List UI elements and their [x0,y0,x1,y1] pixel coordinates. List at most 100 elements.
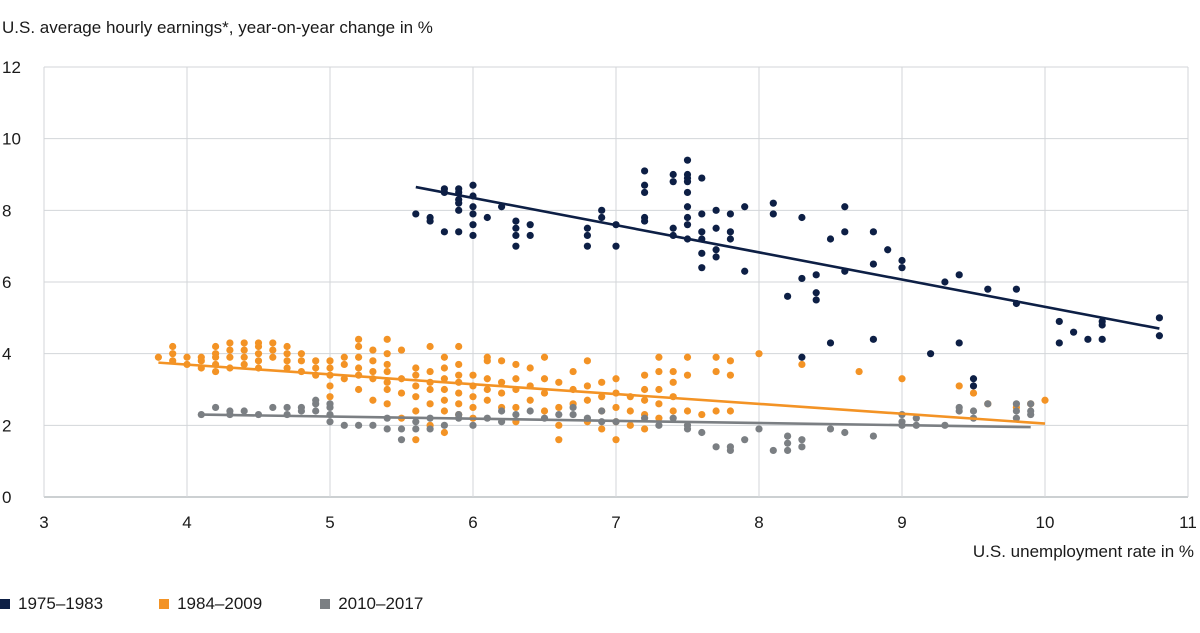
trend-line-series-1984-2009 [158,361,1046,425]
point-series-1975-1983 [426,213,434,222]
point-series-2010-2017 [1012,407,1021,415]
point-series-1984-2009 [669,378,677,386]
point-series-2010-2017 [469,421,477,429]
point-series-1975-1983 [469,221,477,229]
point-series-2010-2017 [269,403,277,412]
point-series-1984-2009 [483,375,491,383]
point-series-1984-2009 [512,375,520,383]
point-series-1984-2009 [269,339,277,347]
point-series-1975-1983 [512,224,520,232]
point-series-1984-2009 [598,393,606,401]
point-series-1975-1983 [884,246,892,254]
y-axis-label: U.S. average hourly earnings*, year-on-y… [2,18,433,37]
legend-swatch [0,599,10,609]
legend-label: 1984–2009 [177,594,263,613]
point-series-1975-1983 [698,228,706,236]
point-series-1975-1983 [683,203,692,211]
point-series-2010-2017 [326,418,334,426]
point-series-1984-2009 [297,357,305,365]
point-series-1984-2009 [655,367,663,376]
point-series-1984-2009 [641,371,649,379]
point-series-1975-1983 [698,249,706,257]
point-series-1975-1983 [698,210,706,218]
point-series-1984-2009 [455,400,463,408]
point-series-1975-1983 [927,350,935,358]
point-series-1975-1983 [683,156,692,164]
point-series-1975-1983 [669,170,677,179]
point-series-1975-1983 [669,178,677,186]
x-tick-label: 9 [897,513,906,532]
point-series-2010-2017 [698,428,706,437]
point-series-1975-1983 [726,235,735,243]
x-axis-label: U.S. unemployment rate in % [972,542,1194,561]
point-series-2010-2017 [397,425,406,433]
point-series-1984-2009 [340,353,348,361]
point-series-1984-2009 [440,428,448,437]
point-series-1984-2009 [212,367,220,376]
point-series-1984-2009 [283,342,291,351]
point-series-1984-2009 [512,360,520,369]
point-series-1984-2009 [283,350,291,358]
point-series-1975-1983 [412,210,420,218]
point-series-1975-1983 [469,181,477,189]
point-series-1984-2009 [326,382,334,390]
point-series-1975-1983 [641,213,649,222]
legend-label: 2010–2017 [338,594,424,613]
point-series-1984-2009 [369,396,377,404]
point-series-1975-1983 [955,339,963,347]
point-series-1984-2009 [498,389,506,397]
point-series-1984-2009 [355,364,363,372]
point-series-1984-2009 [512,403,520,412]
point-series-1975-1983 [1098,335,1106,343]
point-series-1984-2009 [669,367,677,376]
point-series-1975-1983 [955,271,963,279]
point-series-1984-2009 [655,385,663,394]
point-series-1984-2009 [726,407,735,415]
trend-lines [158,185,1160,429]
data-points [154,156,1163,455]
point-series-1984-2009 [540,407,549,415]
point-series-1975-1983 [641,167,649,175]
point-series-1984-2009 [312,357,320,365]
trend-line-series-1975-1983 [415,185,1160,330]
point-series-2010-2017 [1027,400,1035,408]
point-series-1984-2009 [340,375,348,383]
point-series-1984-2009 [498,378,506,386]
point-series-1975-1983 [641,188,649,197]
point-series-2010-2017 [283,403,291,412]
point-series-1975-1983 [455,228,463,236]
point-series-2010-2017 [297,403,305,412]
point-series-1984-2009 [412,371,420,379]
point-series-1984-2009 [326,364,334,372]
point-series-1984-2009 [755,350,763,358]
point-series-1984-2009 [540,389,549,397]
point-series-1984-2009 [226,353,234,361]
point-series-1984-2009 [612,403,620,412]
point-series-1984-2009 [683,371,692,379]
point-series-1984-2009 [455,371,463,379]
point-series-1975-1983 [1012,285,1021,293]
point-series-1984-2009 [483,396,491,404]
point-series-1984-2009 [626,407,634,415]
point-series-2010-2017 [326,400,334,408]
point-series-1984-2009 [426,342,434,351]
point-series-1975-1983 [769,199,777,207]
point-series-1975-1983 [455,199,463,207]
legend-swatch [320,599,331,609]
point-series-1975-1983 [598,206,606,214]
point-series-1984-2009 [254,357,263,365]
trend-line-series-2010-2017 [201,413,1031,429]
point-series-1984-2009 [383,367,391,376]
point-series-1984-2009 [526,364,534,372]
tick-labels: 0 2 4 6 8 10 12 3 4 5 6 7 8 9 10 11 [2,58,1197,532]
point-series-1975-1983 [1055,317,1063,326]
x-tick-label: 4 [182,513,191,532]
point-series-1975-1983 [841,203,849,211]
x-tick-label: 3 [39,513,48,532]
point-series-1984-2009 [440,385,448,394]
point-series-1984-2009 [583,382,592,390]
point-series-2010-2017 [455,410,463,419]
point-series-2010-2017 [355,421,363,429]
point-series-2010-2017 [526,407,534,415]
point-series-1975-1983 [841,228,849,236]
